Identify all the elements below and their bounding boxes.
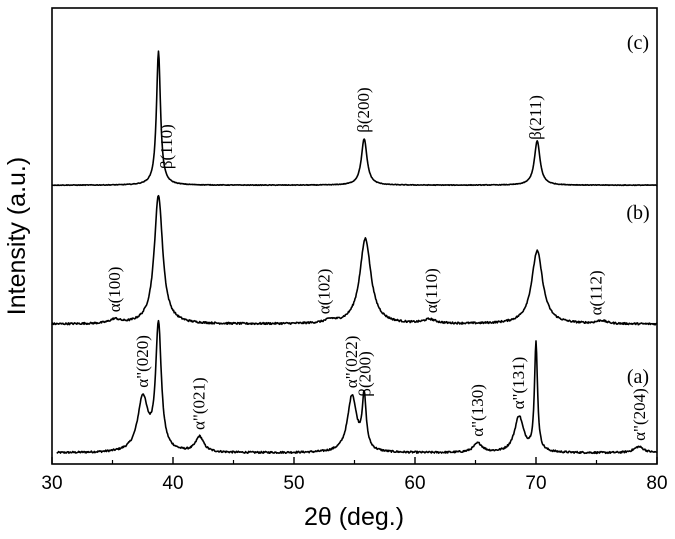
peak-label: α(102) [314,269,333,315]
peak-label: α"(022) [342,336,361,389]
x-tick-label: 30 [41,473,62,494]
panel-labels: (a) (b) (c) [626,32,649,388]
peak-label: β(200) [355,351,374,396]
y-axis-title: Intensity (a.u.) [3,157,31,315]
peak-label: α(100) [105,267,124,313]
peak-label: α"(130) [468,384,487,437]
x-axis-ticks [51,457,658,464]
peak-label: β(200) [354,87,373,132]
peak-label: α"(204) [630,388,649,441]
peak-label: α"(020) [133,335,152,388]
x-tick-label: 70 [525,473,546,494]
x-tick-label: 40 [162,473,183,494]
diffraction-traces [51,50,658,455]
x-axis-tick-labels: 30 40 50 60 70 80 [41,473,667,494]
panel-label: (b) [626,202,649,224]
peak-label: α"(131) [509,357,528,410]
trace-c [51,50,658,187]
peak-label: α(112) [587,270,606,315]
trace-a [56,319,658,455]
peak-label: β(110) [157,124,176,169]
peak-labels: α"(020)α"(021)α"(022)β(200)α"(130)α"(131… [105,87,649,441]
peak-label: α"(021) [190,377,209,430]
x-tick-label: 60 [404,473,425,494]
panel-label: (a) [627,366,649,388]
panel-label: (c) [627,32,649,54]
x-axis-title: 2θ (deg.) [304,503,404,531]
peak-label: β(211) [526,95,545,140]
peak-label: α(110) [422,268,441,313]
trace-b [51,194,658,326]
x-tick-label: 80 [646,473,667,494]
x-tick-label: 50 [283,473,304,494]
